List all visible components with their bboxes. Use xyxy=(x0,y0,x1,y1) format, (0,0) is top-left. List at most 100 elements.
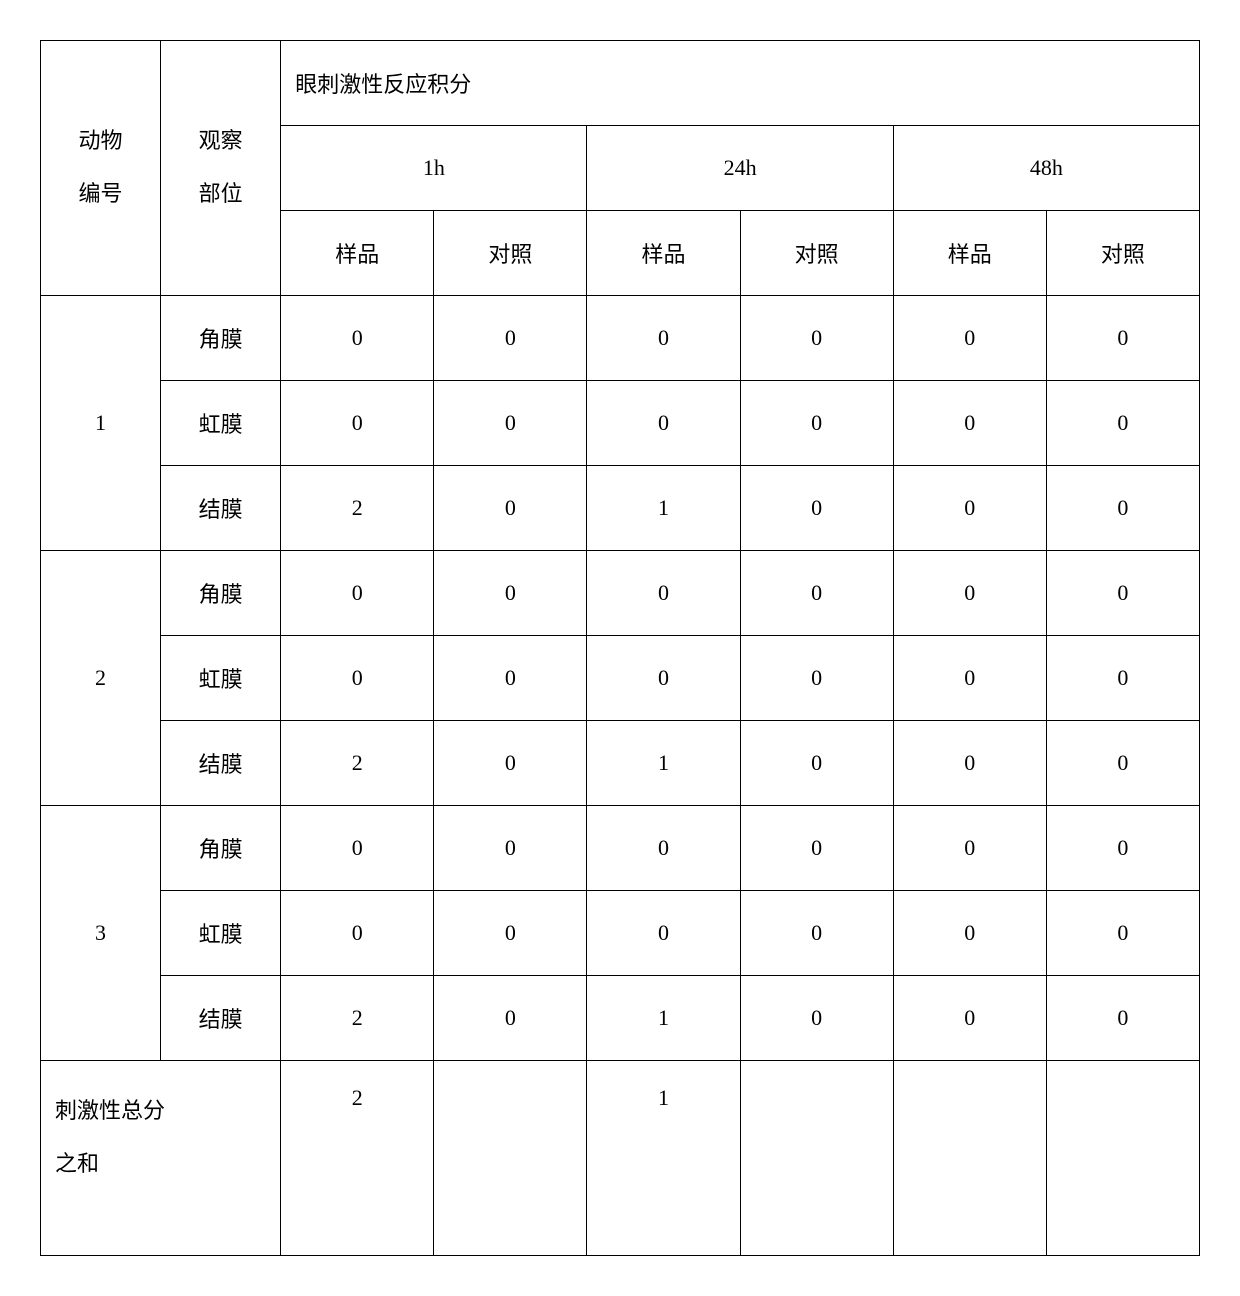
eye-irritation-score-table: 动物 编号 观察 部位 眼刺激性反应积分 1h 24h 48h 样品 对照 样品… xyxy=(40,40,1200,1256)
obs-part: 角膜 xyxy=(161,806,281,891)
header-obs-part-line2: 部位 xyxy=(199,181,243,206)
data-cell: 0 xyxy=(434,721,587,806)
table-row: 虹膜 0 0 0 0 0 0 xyxy=(41,381,1200,466)
obs-part: 虹膜 xyxy=(161,381,281,466)
data-cell: 0 xyxy=(281,891,434,976)
data-cell: 0 xyxy=(434,976,587,1061)
data-cell: 0 xyxy=(587,381,740,466)
data-cell: 0 xyxy=(434,296,587,381)
summary-cell xyxy=(740,1061,893,1256)
header-sub-1h-control: 对照 xyxy=(434,211,587,296)
data-cell: 0 xyxy=(740,636,893,721)
obs-part: 结膜 xyxy=(161,976,281,1061)
data-cell: 2 xyxy=(281,976,434,1061)
data-cell: 0 xyxy=(281,381,434,466)
obs-part: 角膜 xyxy=(161,551,281,636)
data-cell: 0 xyxy=(893,296,1046,381)
data-cell: 0 xyxy=(893,381,1046,466)
obs-part: 虹膜 xyxy=(161,636,281,721)
header-animal-id-line2: 编号 xyxy=(79,181,123,206)
data-cell: 1 xyxy=(587,466,740,551)
data-cell: 0 xyxy=(1046,891,1199,976)
table-row: 结膜 2 0 1 0 0 0 xyxy=(41,721,1200,806)
data-cell: 0 xyxy=(281,636,434,721)
summary-cell xyxy=(1046,1061,1199,1256)
data-cell: 0 xyxy=(740,891,893,976)
summary-cell: 2 xyxy=(281,1061,434,1256)
data-cell: 0 xyxy=(1046,551,1199,636)
header-animal-id: 动物 编号 xyxy=(41,41,161,296)
data-cell: 0 xyxy=(587,551,740,636)
obs-part: 结膜 xyxy=(161,721,281,806)
data-cell: 0 xyxy=(587,296,740,381)
summary-label-line2: 之和 xyxy=(55,1151,99,1176)
data-cell: 0 xyxy=(740,381,893,466)
summary-label-line1: 刺激性总分 xyxy=(55,1098,165,1123)
table-row: 结膜 2 0 1 0 0 0 xyxy=(41,466,1200,551)
data-cell: 0 xyxy=(434,551,587,636)
data-cell: 0 xyxy=(740,721,893,806)
header-sub-24h-sample: 样品 xyxy=(587,211,740,296)
obs-part: 虹膜 xyxy=(161,891,281,976)
data-cell: 0 xyxy=(587,891,740,976)
header-sub-24h-control: 对照 xyxy=(740,211,893,296)
data-cell: 0 xyxy=(893,466,1046,551)
data-cell: 0 xyxy=(281,806,434,891)
table-row: 虹膜 0 0 0 0 0 0 xyxy=(41,636,1200,721)
summary-row: 刺激性总分 之和 2 1 xyxy=(41,1061,1200,1256)
animal-id-1: 1 xyxy=(41,296,161,551)
summary-cell xyxy=(893,1061,1046,1256)
data-cell: 0 xyxy=(893,721,1046,806)
data-cell: 1 xyxy=(587,721,740,806)
header-obs-part: 观察 部位 xyxy=(161,41,281,296)
data-cell: 0 xyxy=(1046,636,1199,721)
header-time-1h: 1h xyxy=(281,126,587,211)
data-cell: 0 xyxy=(740,551,893,636)
data-cell: 0 xyxy=(281,551,434,636)
table-row: 2 角膜 0 0 0 0 0 0 xyxy=(41,551,1200,636)
data-cell: 0 xyxy=(740,466,893,551)
animal-id-3: 3 xyxy=(41,806,161,1061)
data-cell: 0 xyxy=(587,806,740,891)
data-cell: 0 xyxy=(434,636,587,721)
data-cell: 0 xyxy=(740,976,893,1061)
data-cell: 0 xyxy=(1046,721,1199,806)
data-cell: 0 xyxy=(587,636,740,721)
summary-cell xyxy=(434,1061,587,1256)
data-cell: 0 xyxy=(434,381,587,466)
data-cell: 0 xyxy=(893,806,1046,891)
table-row: 虹膜 0 0 0 0 0 0 xyxy=(41,891,1200,976)
data-cell: 0 xyxy=(1046,976,1199,1061)
table-row: 1 角膜 0 0 0 0 0 0 xyxy=(41,296,1200,381)
summary-cell: 1 xyxy=(587,1061,740,1256)
header-sub-48h-control: 对照 xyxy=(1046,211,1199,296)
data-cell: 0 xyxy=(1046,806,1199,891)
data-cell: 1 xyxy=(587,976,740,1061)
data-cell: 0 xyxy=(1046,296,1199,381)
summary-label: 刺激性总分 之和 xyxy=(41,1061,281,1256)
obs-part: 角膜 xyxy=(161,296,281,381)
header-sub-1h-sample: 样品 xyxy=(281,211,434,296)
data-cell: 0 xyxy=(893,636,1046,721)
animal-id-2: 2 xyxy=(41,551,161,806)
data-cell: 0 xyxy=(893,551,1046,636)
header-animal-id-line1: 动物 xyxy=(79,128,123,153)
header-main-title: 眼刺激性反应积分 xyxy=(281,41,1200,126)
data-cell: 0 xyxy=(1046,466,1199,551)
header-obs-part-line1: 观察 xyxy=(199,128,243,153)
data-cell: 0 xyxy=(740,296,893,381)
table-row: 结膜 2 0 1 0 0 0 xyxy=(41,976,1200,1061)
header-row-1: 动物 编号 观察 部位 眼刺激性反应积分 xyxy=(41,41,1200,126)
data-cell: 2 xyxy=(281,466,434,551)
header-time-24h: 24h xyxy=(587,126,893,211)
header-sub-48h-sample: 样品 xyxy=(893,211,1046,296)
obs-part: 结膜 xyxy=(161,466,281,551)
data-cell: 0 xyxy=(434,806,587,891)
data-cell: 0 xyxy=(740,806,893,891)
data-cell: 0 xyxy=(434,466,587,551)
data-cell: 2 xyxy=(281,721,434,806)
header-time-48h: 48h xyxy=(893,126,1199,211)
data-cell: 0 xyxy=(281,296,434,381)
data-cell: 0 xyxy=(893,976,1046,1061)
data-cell: 0 xyxy=(893,891,1046,976)
